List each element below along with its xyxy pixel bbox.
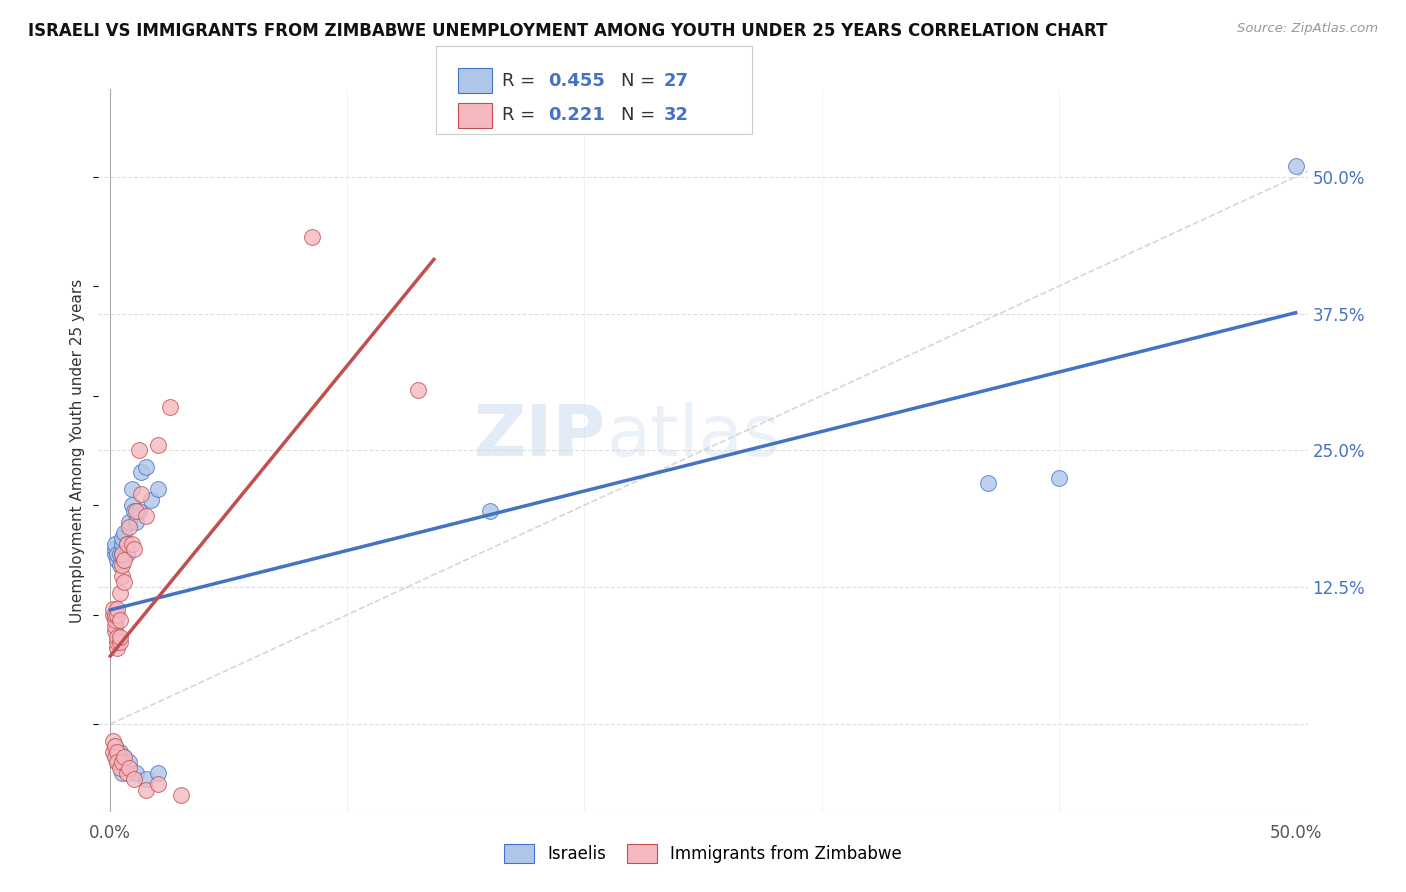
Point bbox=[115, 766, 138, 780]
Point bbox=[105, 607, 128, 622]
Text: ISRAELI VS IMMIGRANTS FROM ZIMBABWE UNEMPLOYMENT AMONG YOUTH UNDER 25 YEARS CORR: ISRAELI VS IMMIGRANTS FROM ZIMBABWE UNEM… bbox=[28, 22, 1108, 40]
Point bbox=[101, 733, 124, 747]
Text: 0.221: 0.221 bbox=[548, 106, 605, 124]
Point bbox=[101, 602, 124, 616]
Point bbox=[118, 515, 141, 529]
Point bbox=[101, 744, 124, 758]
Point bbox=[105, 548, 128, 562]
Point bbox=[104, 613, 127, 627]
Point bbox=[111, 536, 134, 550]
Point bbox=[122, 772, 145, 786]
Point bbox=[104, 624, 127, 639]
Point bbox=[128, 503, 150, 517]
Point bbox=[146, 777, 169, 791]
Point bbox=[478, 503, 501, 517]
Point bbox=[114, 553, 136, 567]
Point bbox=[105, 756, 128, 770]
Point bbox=[104, 536, 127, 550]
Point bbox=[122, 503, 145, 517]
Point bbox=[115, 536, 138, 550]
Point bbox=[114, 525, 136, 540]
Point bbox=[104, 739, 127, 753]
Y-axis label: Unemployment Among Youth under 25 years: Unemployment Among Youth under 25 years bbox=[70, 278, 86, 623]
Text: atlas: atlas bbox=[606, 401, 780, 470]
Point bbox=[129, 487, 152, 501]
Point bbox=[135, 782, 157, 797]
Point bbox=[111, 766, 134, 780]
Point bbox=[104, 739, 127, 753]
Point bbox=[108, 613, 131, 627]
Point bbox=[146, 482, 169, 496]
Text: 0.455: 0.455 bbox=[548, 71, 605, 90]
Point bbox=[105, 756, 128, 770]
Point bbox=[108, 635, 131, 649]
Point bbox=[111, 548, 134, 562]
Point bbox=[114, 750, 136, 764]
Point bbox=[108, 558, 131, 573]
Point bbox=[108, 586, 131, 600]
Point bbox=[159, 400, 181, 414]
Point bbox=[128, 443, 150, 458]
Point bbox=[108, 548, 131, 562]
Point bbox=[125, 503, 148, 517]
Point bbox=[301, 230, 323, 244]
Point bbox=[114, 574, 136, 589]
Text: R =: R = bbox=[502, 106, 541, 124]
Point bbox=[104, 541, 127, 556]
Point bbox=[118, 520, 141, 534]
Point bbox=[1285, 159, 1308, 173]
Point bbox=[125, 766, 148, 780]
Point bbox=[129, 466, 152, 480]
Point bbox=[135, 772, 157, 786]
Point bbox=[105, 640, 128, 655]
Point bbox=[146, 438, 169, 452]
Point bbox=[105, 553, 128, 567]
Text: N =: N = bbox=[621, 71, 661, 90]
Point bbox=[111, 756, 134, 770]
Text: N =: N = bbox=[621, 106, 661, 124]
Point bbox=[135, 509, 157, 524]
Point bbox=[135, 459, 157, 474]
Point bbox=[111, 569, 134, 583]
Point bbox=[111, 531, 134, 545]
Point bbox=[118, 756, 141, 770]
Point bbox=[115, 548, 138, 562]
Point bbox=[976, 476, 998, 491]
Point bbox=[101, 607, 124, 622]
Point bbox=[139, 492, 162, 507]
Point bbox=[111, 558, 134, 573]
Text: 32: 32 bbox=[664, 106, 689, 124]
Legend: Israelis, Immigrants from Zimbabwe: Israelis, Immigrants from Zimbabwe bbox=[499, 839, 907, 869]
Point bbox=[170, 789, 193, 803]
Point bbox=[104, 548, 127, 562]
Point bbox=[104, 618, 127, 632]
Point bbox=[108, 630, 131, 644]
Point bbox=[122, 541, 145, 556]
Point bbox=[104, 750, 127, 764]
Point bbox=[121, 482, 143, 496]
Point bbox=[104, 607, 127, 622]
Point bbox=[105, 744, 128, 758]
Point bbox=[105, 630, 128, 644]
Point bbox=[408, 384, 430, 398]
Point bbox=[105, 635, 128, 649]
Point bbox=[146, 766, 169, 780]
Text: ZIP: ZIP bbox=[474, 401, 606, 470]
Point bbox=[1047, 471, 1070, 485]
Text: Source: ZipAtlas.com: Source: ZipAtlas.com bbox=[1237, 22, 1378, 36]
Text: R =: R = bbox=[502, 71, 541, 90]
Point bbox=[114, 750, 136, 764]
Point bbox=[105, 744, 128, 758]
Point bbox=[105, 602, 128, 616]
Point bbox=[125, 515, 148, 529]
Point bbox=[121, 498, 143, 512]
Point bbox=[115, 536, 138, 550]
Point bbox=[108, 761, 131, 775]
Point bbox=[111, 761, 134, 775]
Point bbox=[108, 744, 131, 758]
Text: 27: 27 bbox=[664, 71, 689, 90]
Point bbox=[118, 761, 141, 775]
Point bbox=[121, 536, 143, 550]
Point bbox=[111, 548, 134, 562]
